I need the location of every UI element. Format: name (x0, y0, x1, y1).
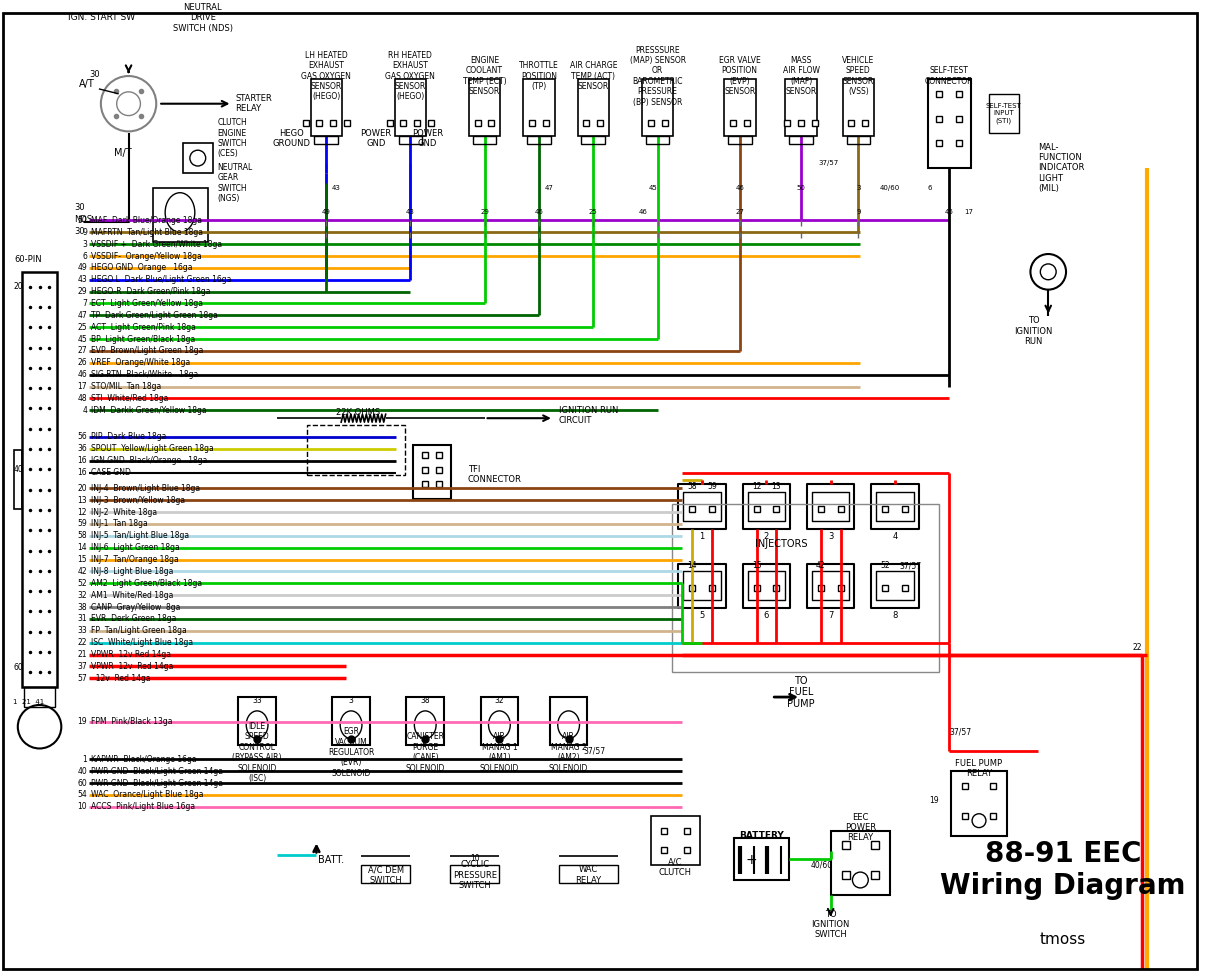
Text: 25: 25 (590, 209, 598, 215)
Bar (399, 136, 422, 144)
Bar (811, 571, 849, 600)
Text: 26: 26 (78, 358, 87, 367)
Bar (414, 445, 451, 499)
Text: 37/57: 37/57 (950, 727, 972, 737)
Bar (577, 79, 609, 136)
Bar (311, 79, 342, 136)
Text: SELF-TEST
INPUT
(STI): SELF-TEST INPUT (STI) (986, 103, 1021, 124)
Text: PWR GND  Black/Light Green 14ga: PWR GND Black/Light Green 14ga (91, 767, 223, 775)
Bar (581, 136, 605, 144)
Text: CASE GND: CASE GND (91, 468, 136, 477)
Text: INJ-7  Tan/Orange 18ga: INJ-7 Tan/Orange 18ga (91, 556, 178, 564)
Text: FPM  Pink/Black 13ga: FPM Pink/Black 13ga (91, 717, 172, 726)
Text: VREF  Orange/White 18ga: VREF Orange/White 18ga (91, 358, 190, 367)
Text: AM1  White/Red 18ga: AM1 White/Red 18ga (91, 591, 173, 599)
Bar (332, 697, 370, 744)
Text: 29: 29 (480, 209, 489, 215)
Text: 9: 9 (82, 228, 87, 236)
Text: CANISTER
PURGE
(CANF)
SOLENOID: CANISTER PURGE (CANF) SOLENOID (405, 733, 445, 773)
Text: 48: 48 (78, 394, 87, 403)
Text: 20: 20 (78, 484, 87, 493)
Text: EGR VALVE
POSITION
(EVP)
SENSOR: EGR VALVE POSITION (EVP) SENSOR (719, 55, 761, 96)
Text: 19: 19 (929, 796, 939, 806)
Bar (728, 136, 752, 144)
Text: 40: 40 (13, 465, 23, 474)
Text: 15: 15 (752, 561, 762, 570)
Text: 46: 46 (735, 185, 744, 191)
Bar (406, 697, 444, 744)
Bar (683, 571, 721, 600)
Bar (307, 425, 405, 475)
Text: 6: 6 (927, 185, 932, 191)
Bar (811, 492, 849, 521)
Text: 10: 10 (78, 803, 87, 811)
Text: 49: 49 (78, 264, 87, 272)
Text: 12v  Red 14ga: 12v Red 14ga (91, 673, 150, 683)
Text: 47: 47 (545, 185, 553, 191)
Text: 43: 43 (406, 209, 415, 215)
Text: WAC  Orance/Light Blue 18ga: WAC Orance/Light Blue 18ga (91, 790, 204, 800)
Text: 46: 46 (535, 209, 543, 215)
Text: WAC
RELAY: WAC RELAY (575, 865, 602, 884)
Text: 33: 33 (252, 696, 262, 704)
Text: SELF-TEST
CONNECTOR: SELF-TEST CONNECTOR (926, 66, 974, 86)
Bar (876, 492, 913, 521)
Bar (13, 450, 22, 509)
Text: A/C DEM
SWITCH: A/C DEM SWITCH (368, 865, 404, 884)
Bar (559, 865, 619, 883)
Text: 29: 29 (78, 287, 87, 296)
Text: IGN GND  Black/Orange   18ga: IGN GND Black/Orange 18ga (91, 456, 207, 465)
Text: VSSDIF +  Dark Green/White 18ga: VSSDIF + Dark Green/White 18ga (91, 239, 222, 249)
Text: TFI
CONNECTOR: TFI CONNECTOR (468, 465, 522, 485)
Text: ISC  White/Light Blue 18ga: ISC White/Light Blue 18ga (91, 638, 193, 647)
Bar (843, 79, 875, 136)
Bar (153, 188, 207, 242)
Text: 43: 43 (78, 275, 87, 284)
Text: FUEL PUMP
RELAY: FUEL PUMP RELAY (956, 759, 1003, 778)
Text: EEC
POWER
RELAY: EEC POWER RELAY (844, 812, 876, 843)
Text: PRESSSURE
(MAP) SENSOR
OR
BAROMETRIC
PRESSURE
(BP) SENSOR: PRESSSURE (MAP) SENSOR OR BAROMETRIC PRE… (630, 46, 685, 106)
Text: BP  Light Green/Black 18ga: BP Light Green/Black 18ga (91, 335, 195, 343)
Text: STO/MIL  Tan 18ga: STO/MIL Tan 18ga (91, 382, 161, 391)
Bar (480, 697, 518, 744)
Text: CYCLIC
PRESSURE
SWITCH: CYCLIC PRESSURE SWITCH (452, 860, 496, 890)
Bar (238, 697, 275, 744)
Text: 14: 14 (78, 543, 87, 553)
Text: 46: 46 (945, 209, 953, 215)
Bar (876, 571, 913, 600)
Text: 60: 60 (78, 778, 87, 787)
Text: +: + (746, 853, 757, 867)
Bar (473, 136, 496, 144)
Text: INJ-1  Tan 18ga: INJ-1 Tan 18ga (91, 520, 148, 528)
Bar (928, 79, 972, 168)
Text: 3: 3 (856, 185, 860, 191)
Text: AIR CHARGE
TEMP (ACT)
SENSOR: AIR CHARGE TEMP (ACT) SENSOR (570, 61, 617, 90)
Bar (645, 136, 670, 144)
Text: 38: 38 (421, 696, 431, 704)
Bar (549, 697, 587, 744)
Bar (742, 485, 790, 529)
Text: 40/60: 40/60 (811, 861, 833, 870)
Text: 3: 3 (348, 696, 353, 704)
Text: 32: 32 (78, 591, 87, 599)
Text: TP  Dark Green/Light Green 18ga: TP Dark Green/Light Green 18ga (91, 310, 218, 320)
Text: 60: 60 (13, 663, 23, 672)
Text: 88-91 EEC
Wiring Diagram: 88-91 EEC Wiring Diagram (940, 840, 1186, 900)
Text: CANP  Gray/Yellow  8ga: CANP Gray/Yellow 8ga (91, 602, 181, 612)
Text: IGNITION RUN
CIRCUIT: IGNITION RUN CIRCUIT (559, 406, 619, 425)
Text: MAL-
FUNCTION
INDICATOR
LIGHT
(MIL): MAL- FUNCTION INDICATOR LIGHT (MIL) (1038, 143, 1084, 194)
Text: 57: 57 (78, 673, 87, 683)
Text: TO
IGNITION
SWITCH: TO IGNITION SWITCH (811, 910, 850, 939)
Text: ECT  Light Green/Yellow 18ga: ECT Light Green/Yellow 18ga (91, 299, 203, 308)
Text: EVR  Derk Green 18ga: EVR Derk Green 18ga (91, 614, 176, 624)
Text: VPWR  12v  Red 14ga: VPWR 12v Red 14ga (91, 662, 173, 671)
Text: 33: 33 (78, 627, 87, 635)
Text: BATT.: BATT. (319, 855, 344, 865)
Text: KAPWR  Black/Orange 16ga: KAPWR Black/Orange 16ga (91, 755, 197, 764)
Text: AIR
MANAG 1
(AM1)
SOLENOID: AIR MANAG 1 (AM1) SOLENOID (479, 733, 519, 773)
Text: 30: 30 (74, 227, 85, 235)
Text: SIG RTN  Black/White   18ga: SIG RTN Black/White 18ga (91, 370, 198, 379)
Text: AM2  Light Green/Black 18ga: AM2 Light Green/Black 18ga (91, 579, 203, 588)
Text: 31: 31 (78, 614, 87, 624)
Bar (951, 772, 1007, 836)
